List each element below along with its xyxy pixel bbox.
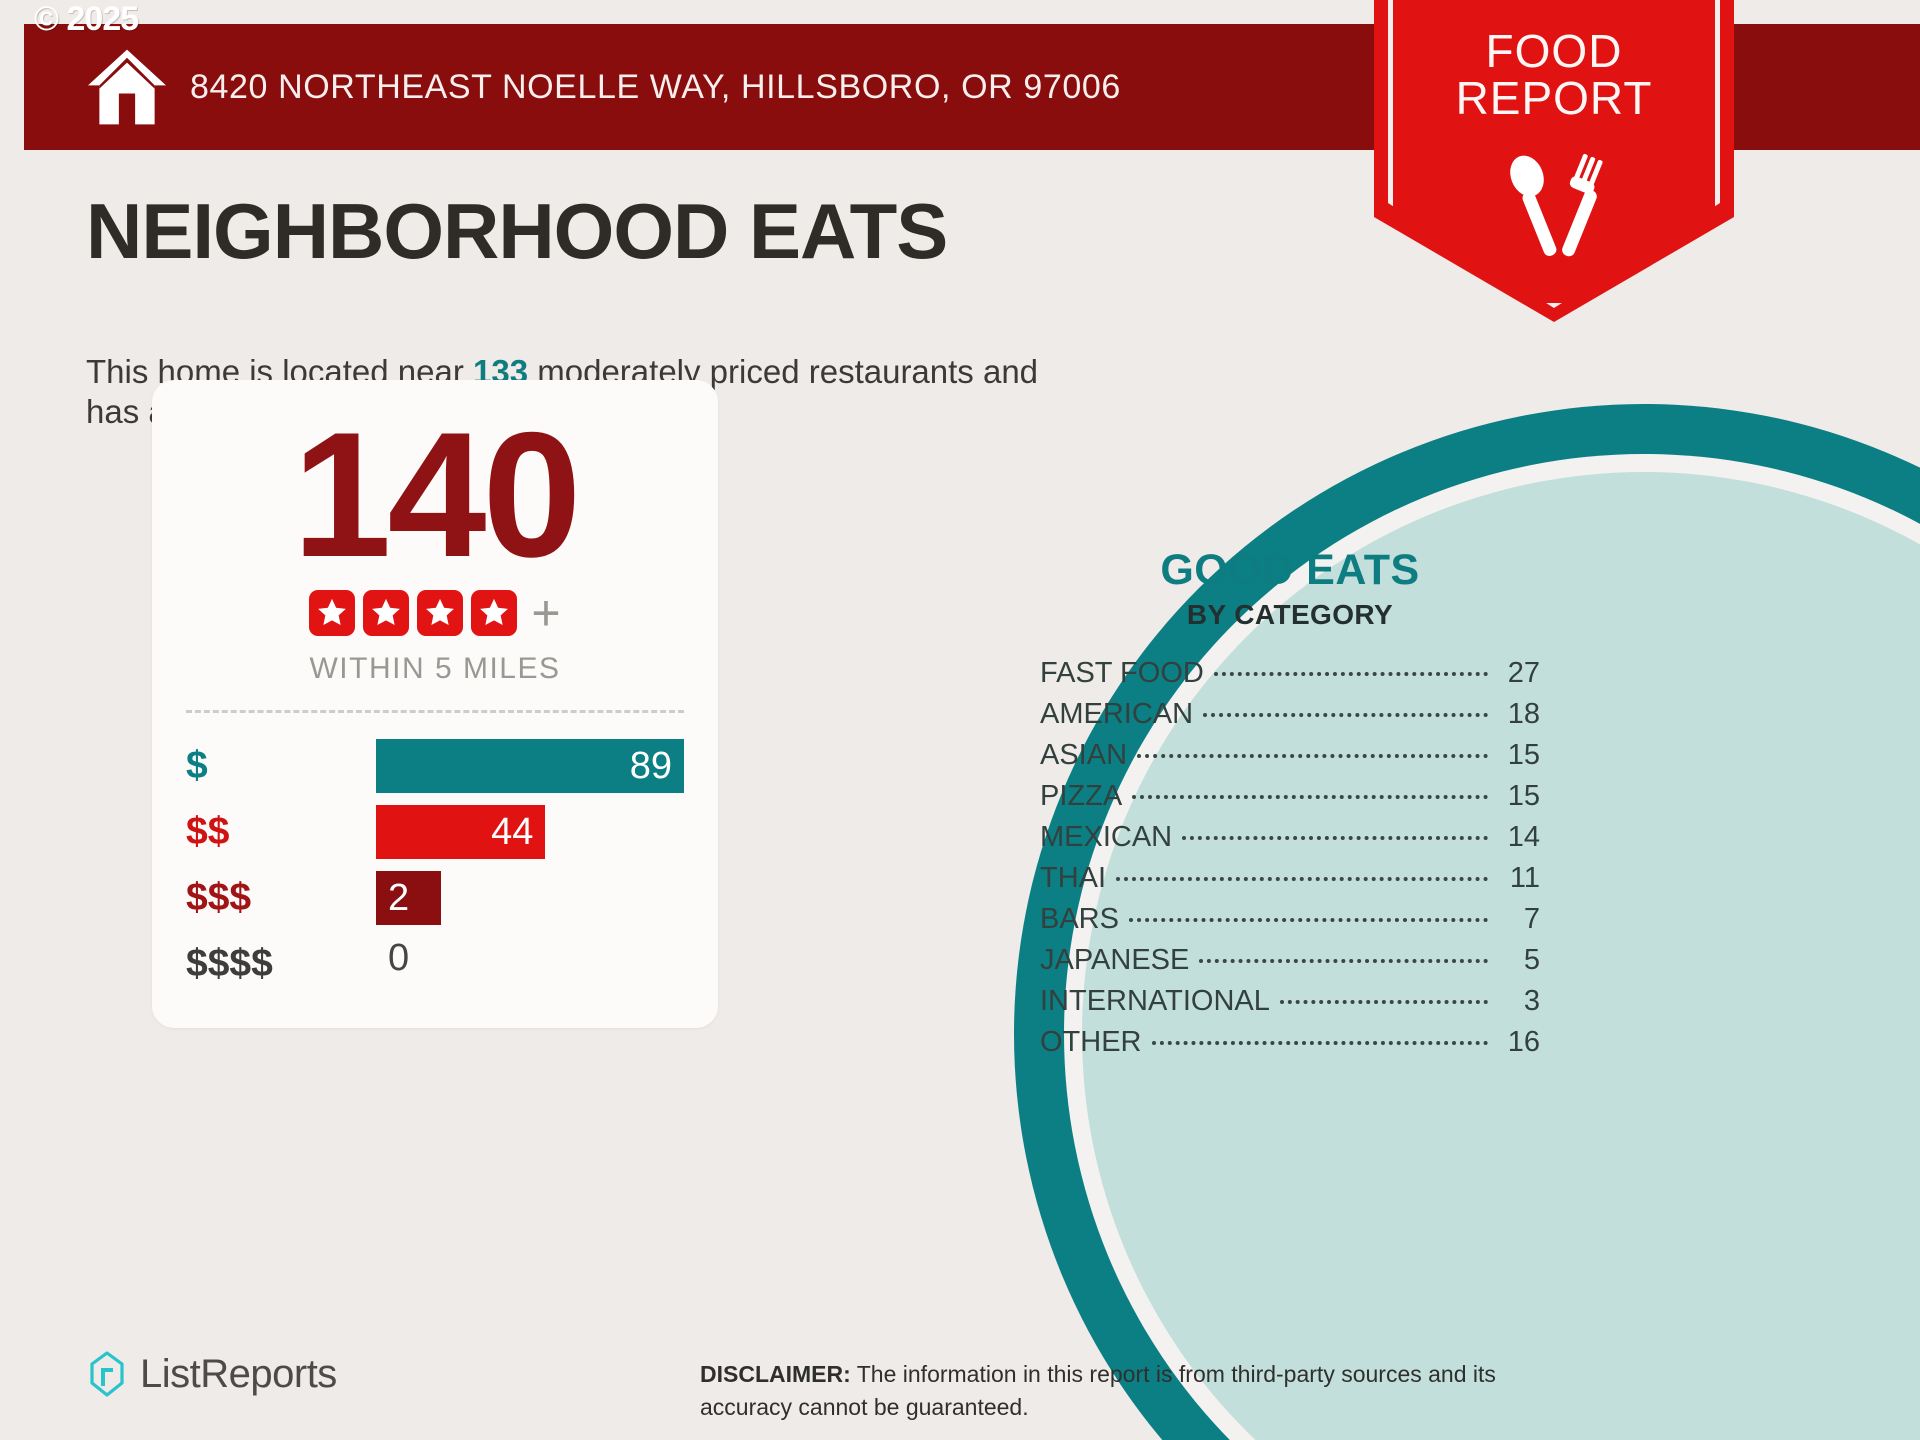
- price-tier-row: $$ 44: [186, 799, 684, 865]
- badge-title: FOOD REPORT: [1374, 28, 1734, 122]
- leader-dots: [1279, 1000, 1488, 1004]
- leader-dots: [1182, 836, 1488, 840]
- category-name: PIZZA: [1040, 780, 1123, 812]
- leader-dots: [1137, 754, 1488, 758]
- category-name: THAI: [1040, 862, 1107, 894]
- leader-dots: [1116, 877, 1488, 881]
- price-tier-label: $: [186, 744, 208, 787]
- price-tier-value: 0: [388, 937, 410, 979]
- price-tier-label: $$$: [186, 876, 252, 919]
- good-eats-list: FAST FOOD 27 AMERICAN 18 ASIAN 15 PIZZA 15 M…: [1040, 657, 1540, 1067]
- list-item: THAI 11: [1040, 862, 1540, 903]
- restaurant-count-card: 140 + WITHIN 5 MILES $ 89 $$ 44: [152, 380, 718, 1028]
- leader-dots: [1151, 1041, 1488, 1045]
- price-tier-label: $$$$: [186, 942, 273, 985]
- price-tier-row: $$$ 2: [186, 865, 684, 931]
- restaurant-count-value: 140: [292, 395, 582, 594]
- copyright-label: © 2025: [34, 0, 139, 38]
- star-icon: [417, 590, 464, 636]
- list-item: MEXICAN 14: [1040, 821, 1540, 862]
- price-tier-label: $$: [186, 810, 230, 853]
- category-name: JAPANESE: [1040, 944, 1190, 976]
- category-name: MEXICAN: [1040, 821, 1173, 853]
- category-value: 3: [1523, 985, 1540, 1017]
- category-value: 16: [1507, 1026, 1540, 1058]
- disclaimer-text: The information in this report is from t…: [700, 1361, 1496, 1421]
- price-tier-track: 0: [376, 937, 684, 991]
- home-icon: [88, 49, 166, 125]
- leader-dots: [1128, 918, 1488, 922]
- leader-dots: [1199, 959, 1488, 963]
- category-name: OTHER: [1040, 1026, 1142, 1058]
- leader-dots: [1213, 672, 1488, 676]
- price-tier-row: $$$$ 0: [186, 931, 684, 997]
- category-value: 14: [1507, 821, 1540, 853]
- category-name: BARS: [1040, 903, 1119, 935]
- badge-inner-outline: [1388, 0, 1720, 308]
- listreports-logo: ListReports: [86, 1350, 337, 1398]
- header-bar: 8420 NORTHEAST NOELLE WAY, HILLSBORO, OR…: [24, 24, 1320, 150]
- leader-dots: [1203, 713, 1488, 717]
- spoon-fork-icon: [1510, 153, 1603, 257]
- badge-title-line1: FOOD: [1485, 25, 1623, 77]
- list-item: BARS 7: [1040, 903, 1540, 944]
- list-item: INTERNATIONAL 3: [1040, 985, 1540, 1026]
- list-item: OTHER 16: [1040, 1026, 1540, 1067]
- list-item: ASIAN 15: [1040, 739, 1540, 780]
- price-tier-track: 2: [376, 871, 684, 925]
- category-name: INTERNATIONAL: [1040, 985, 1270, 1017]
- price-tier-track: 89: [376, 739, 684, 793]
- page-title: NEIGHBORHOOD EATS: [86, 187, 948, 275]
- category-value: 5: [1523, 944, 1540, 976]
- category-name: AMERICAN: [1040, 698, 1194, 730]
- category-value: 18: [1507, 698, 1540, 730]
- category-value: 11: [1509, 862, 1540, 894]
- good-eats-title: GOOD EATS: [1160, 546, 1420, 594]
- price-tier-bar: 2: [376, 871, 441, 925]
- price-tier-bar: 89: [376, 739, 684, 793]
- list-item: FAST FOOD 27: [1040, 657, 1540, 698]
- listreports-wordmark: ListReports: [140, 1351, 337, 1396]
- list-item: PIZZA 15: [1040, 780, 1540, 821]
- category-name: ASIAN: [1040, 739, 1128, 771]
- star-rating-plus: +: [531, 585, 561, 641]
- price-tier-value: 89: [629, 744, 672, 787]
- category-name: FAST FOOD: [1040, 657, 1204, 689]
- category-value: 27: [1507, 657, 1540, 689]
- category-value: 15: [1507, 739, 1540, 771]
- listreports-mark-icon: [90, 1351, 124, 1397]
- disclaimer: DISCLAIMER: The information in this repo…: [700, 1358, 1500, 1425]
- list-item: JAPANESE 5: [1040, 944, 1540, 985]
- disclaimer-label: DISCLAIMER:: [700, 1361, 851, 1387]
- within-radius-label: WITHIN 5 MILES: [309, 652, 561, 685]
- star-icon: [309, 590, 356, 636]
- price-tier-chart: $ 89 $$ 44 $$$ 2 $$$$ 0: [152, 733, 718, 997]
- card-divider: [186, 710, 684, 713]
- category-value: 15: [1507, 780, 1540, 812]
- price-tier-track: 44: [376, 805, 684, 859]
- property-address: 8420 NORTHEAST NOELLE WAY, HILLSBORO, OR…: [190, 67, 1121, 106]
- star-icon: [471, 590, 518, 636]
- price-tier-value: 2: [388, 876, 410, 919]
- good-eats-subtitle: BY CATEGORY: [1186, 599, 1394, 630]
- price-tier-value: 44: [491, 810, 534, 853]
- category-value: 7: [1523, 903, 1540, 935]
- good-eats-panel: GOOD EATS BY CATEGORY FAST FOOD 27 AMERIC…: [1040, 546, 1540, 1067]
- food-report-badge: FOOD REPORT: [1374, 0, 1734, 322]
- star-icon: [363, 590, 410, 636]
- list-item: AMERICAN 18: [1040, 698, 1540, 739]
- badge-title-line2: REPORT: [1455, 71, 1653, 124]
- price-tier-bar: 44: [376, 805, 546, 859]
- price-tier-row: $ 89: [186, 733, 684, 799]
- star-rating: +: [152, 585, 718, 641]
- leader-dots: [1132, 795, 1488, 799]
